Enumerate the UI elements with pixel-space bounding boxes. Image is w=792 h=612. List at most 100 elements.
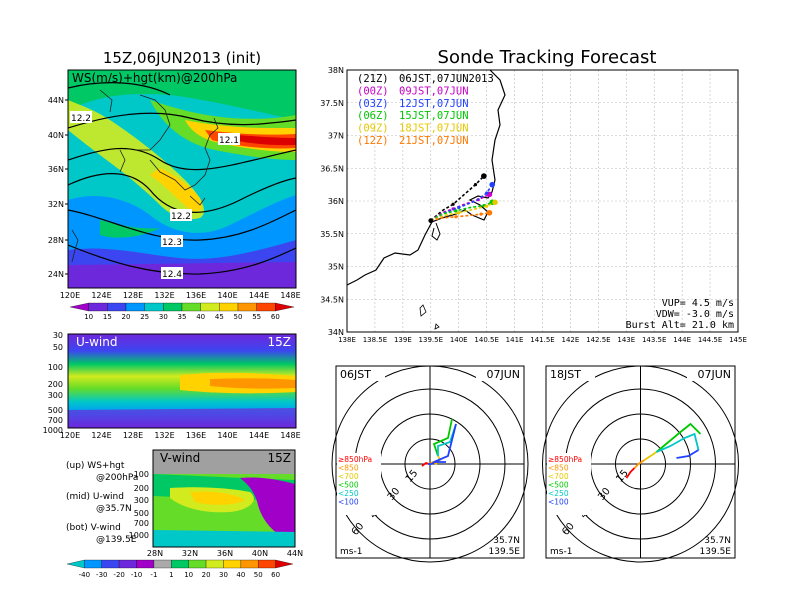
label-bg — [337, 453, 381, 515]
track-point — [457, 211, 461, 215]
lon-tick: 132E — [154, 431, 174, 440]
colorbar-tick: 60 — [271, 313, 280, 321]
lon-tick: 120E — [60, 431, 80, 440]
legend-note-sub: @200hPa — [96, 473, 138, 483]
colorbar-tick: 30 — [159, 313, 168, 321]
pressure-level-key: ≥850hPa — [548, 455, 582, 464]
launch-utc: (00Z) — [357, 85, 389, 97]
lon-tick: 143.5E — [642, 336, 666, 344]
lat-tick: 37.5N — [320, 99, 344, 108]
colorbar-tick: 60 — [271, 571, 280, 579]
colorbar-swatch — [171, 559, 189, 569]
lat-tick: 34.5N — [320, 295, 344, 304]
left-panel-title: 15Z,06JUN2013 (init) — [103, 49, 261, 67]
lon-tick: 136E — [186, 291, 206, 300]
lon-tick: 148E — [280, 431, 300, 440]
hodograph-date: 07JUN — [697, 368, 731, 381]
hodograph-trace — [644, 451, 657, 461]
launch-utc: (12Z) — [357, 135, 389, 147]
lon-tick: 139.5E — [419, 336, 443, 344]
launch-utc: (06Z) — [357, 110, 389, 122]
legend-note-sub: @35.7N — [96, 504, 132, 514]
contour-label-text: 12.3 — [162, 238, 182, 248]
map-field-label: WS(m/s)+hgt(km)@200hPa — [72, 71, 237, 85]
lon-tick: 124E — [91, 291, 111, 300]
launch-jst: 15JST,07JUN — [399, 110, 469, 122]
hodograph-trace — [655, 422, 702, 453]
hodograph-trace — [656, 432, 700, 453]
label-bg — [547, 453, 591, 515]
contour-label-text: 12.2 — [171, 212, 191, 222]
colorbar-swatch — [153, 559, 172, 569]
colorbar-tick: 55 — [252, 313, 261, 321]
lat-tick: 44N — [287, 549, 303, 558]
colorbar-swatch — [258, 559, 276, 569]
vwind-label: V-wind — [160, 451, 200, 465]
lat-tick: 35.5N — [320, 230, 344, 239]
contour-label — [70, 111, 92, 123]
lon-tick: 139E — [394, 336, 412, 344]
ws-colorbar: 10 15 20 25 30 35 40 45 50 55 60 — [69, 302, 295, 321]
lon-tick: 138.5E — [363, 336, 387, 344]
launch-jst: 21JST,07JUN — [399, 135, 469, 147]
colorbar-tick: 20 — [122, 313, 131, 321]
colorbar-tick: -1 — [150, 571, 157, 579]
lat-tick-labels: 44N 40N 36N 32N 28N 24N — [48, 96, 68, 279]
launch-legend: (21Z) 06JST,07JUN2013 (00Z) 09JST,07JUN (03Z… — [357, 73, 494, 147]
track-point — [485, 204, 489, 208]
legend-note-head: (up) WS+hgt — [66, 461, 125, 471]
colorbar-tick: 45 — [215, 313, 224, 321]
hodograph-trace — [428, 461, 435, 465]
colorbar-swatch — [181, 302, 201, 312]
colorbar-swatch — [125, 302, 145, 312]
legend-note-sub: @139.5E — [96, 535, 137, 545]
launch-jst: 12JST,07JUN — [399, 98, 469, 110]
lon-tick: 138E — [338, 336, 356, 344]
colorbar-tick: 30 — [219, 571, 228, 579]
hodograph-panel: 1530456018JST07JUN≥850hPa<850<700<500<25… — [542, 365, 739, 563]
level-tick: 200 — [134, 484, 149, 493]
vwind-colorbar: -40 -30 -20 -10 -1 1 10 20 30 40 50 60 — [66, 559, 294, 579]
lon-tick: 136E — [186, 431, 206, 440]
colorbar-tick: -20 — [113, 571, 124, 579]
wind-speed-field: 12.2 12.1 12.2 12.3 12.4 — [68, 70, 296, 288]
colorbar-swatch — [205, 559, 224, 569]
colorbar-swatch — [256, 302, 276, 312]
lon-tick: 142E — [562, 336, 580, 344]
lon-tick: 120E — [60, 291, 80, 300]
lon-tick: 143E — [617, 336, 635, 344]
lat-tick: 44N — [48, 96, 64, 105]
level-tick: 1000 — [43, 426, 63, 435]
pressure-level-key: <500 — [548, 481, 569, 490]
station-lon: 139.5E — [489, 547, 521, 557]
ws-hgt-map-panel: 15Z,06JUN2013 (init) 12.2 12.1 — [48, 49, 301, 321]
lat-tick: 35N — [328, 263, 344, 272]
pressure-level-key: ≥850hPa — [338, 455, 372, 464]
lat-tick: 24N — [48, 270, 64, 279]
colorbar-tick: 10 — [84, 313, 93, 321]
colorbar-swatch — [275, 302, 295, 312]
colorbar-swatch — [240, 559, 259, 569]
lon-tick: 148E — [280, 291, 300, 300]
colorbar-swatch — [119, 559, 137, 569]
track-lon-ticks: 138E 138.5E 139E 139.5E 140E 140.5E 141E 141.5E… — [338, 336, 747, 344]
launch-utc: (03Z) — [357, 98, 389, 110]
lon-tick: 128E — [123, 291, 143, 300]
launch-jst: 18JST,07JUN — [399, 123, 469, 135]
launch-utc: (09Z) — [357, 123, 389, 135]
colorbar-tick: -30 — [96, 571, 107, 579]
colorbar-swatch — [101, 559, 120, 569]
colorbar-tick: 40 — [236, 571, 245, 579]
colorbar-swatch — [66, 559, 85, 569]
label-bg — [337, 367, 385, 381]
track-end-point — [486, 209, 493, 216]
legend-note-head: (bot) V-wind — [66, 523, 121, 533]
pressure-level-key: <100 — [338, 498, 359, 507]
lon-tick: 142.5E — [586, 336, 610, 344]
contour-label-text: 12.1 — [219, 136, 239, 146]
contour-label — [161, 235, 183, 247]
colorbar-swatch — [107, 302, 127, 312]
